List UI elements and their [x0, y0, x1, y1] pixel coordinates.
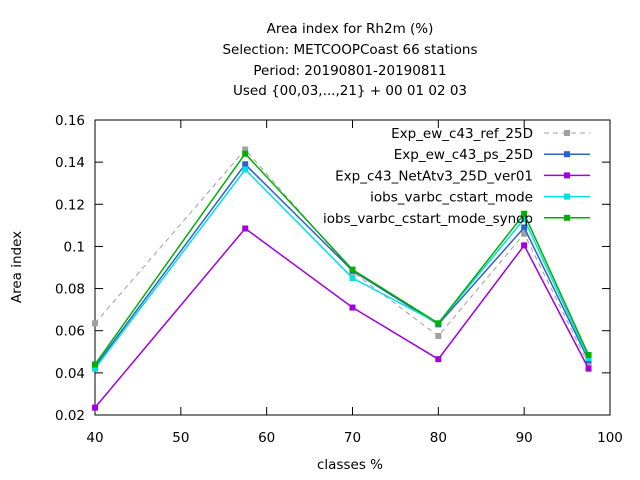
series-line: [94, 163, 590, 367]
series-line: [94, 152, 590, 365]
legend-swatch-marker: [564, 193, 570, 200]
title-line-4: Used {00,03,...,21} + 00 01 02 03: [233, 83, 467, 99]
legend-label: Exp_ew_c43_ref_25D: [391, 126, 533, 142]
data-point: [585, 361, 592, 368]
data-point: [242, 161, 249, 168]
legend-label: iobs_varbc_cstart_mode_synop: [323, 211, 533, 227]
data-point: [521, 242, 528, 249]
data-point: [349, 275, 356, 282]
x-tick-label: 80: [430, 430, 447, 446]
legend-item: Exp_ew_c43_ps_25D: [394, 147, 590, 163]
title-line-1: Area index for Rh2m (%): [267, 21, 434, 37]
data-point: [435, 332, 442, 339]
legend: Exp_ew_c43_ref_25D Exp_ew_c43_ps_25D Exp_c…: [323, 126, 590, 227]
data-point: [242, 150, 249, 157]
data-point: [521, 216, 528, 223]
legend-item: iobs_varbc_cstart_mode: [370, 190, 590, 206]
legend-swatch-marker: [564, 130, 570, 136]
data-point: [585, 351, 592, 358]
x-tick-label: 70: [344, 430, 361, 446]
title-line-3: Period: 20190801-20190811: [253, 63, 446, 79]
data-point: [242, 146, 249, 153]
y-axis-label: Area index: [9, 231, 25, 303]
data-point: [92, 361, 98, 368]
legend-label: iobs_varbc_cstart_mode: [370, 190, 533, 206]
legend-swatch-marker: [564, 214, 570, 221]
y-tick-label: 0.1: [64, 239, 85, 255]
x-tick-label: 40: [86, 430, 103, 446]
series-layer: [92, 146, 592, 411]
legend-item: Exp_c43_NetAtv3_25D_ver01: [335, 168, 590, 184]
series-line: [94, 168, 590, 370]
y-tick-label: 0.04: [55, 366, 85, 382]
x-tick-label: 50: [172, 430, 189, 446]
chart-title: Area index for Rh2m (%) Selection: METCO…: [222, 21, 477, 99]
y-tick-label: 0.08: [55, 282, 85, 298]
y-tick-label: 0.02: [55, 408, 85, 424]
data-point: [92, 320, 98, 327]
legend-item: Exp_ew_c43_ref_25D: [391, 126, 590, 142]
y-tick-label: 0.06: [55, 324, 85, 340]
legend-label: Exp_ew_c43_ps_25D: [394, 147, 533, 163]
y-tick-label: 0.16: [55, 113, 85, 129]
legend-swatch-marker: [564, 151, 570, 158]
data-point: [521, 224, 528, 231]
data-point: [521, 210, 528, 217]
data-point: [92, 365, 98, 372]
y-tick-label: 0.14: [55, 155, 85, 171]
y-tick-label: 0.12: [55, 197, 85, 213]
series-5: [92, 150, 592, 368]
series-3: [92, 225, 592, 411]
data-point: [585, 355, 592, 362]
data-point: [435, 356, 442, 363]
x-tick-label: 90: [516, 430, 533, 446]
series-line: [94, 227, 590, 409]
x-tick-label: 60: [258, 430, 275, 446]
data-point: [242, 225, 249, 232]
data-point: [521, 230, 528, 237]
legend-item: iobs_varbc_cstart_mode_synop: [323, 211, 590, 227]
axis-ticks: 0.02 0.04 0.06 0.08 0.1 0.12 0.14 0.16 40 50 60 70 8…: [55, 113, 623, 446]
data-point: [242, 166, 249, 173]
title-line-2: Selection: METCOOPCoast 66 stations: [222, 42, 477, 58]
series-line: [94, 148, 589, 365]
data-point: [585, 365, 592, 372]
data-point: [92, 404, 98, 411]
legend-swatch-marker: [564, 172, 570, 179]
data-point: [349, 304, 356, 311]
x-axis-label: classes %: [317, 457, 383, 473]
data-point: [435, 320, 442, 327]
data-point: [349, 266, 356, 273]
x-tick-label: 100: [597, 430, 623, 446]
legend-label: Exp_c43_NetAtv3_25D_ver01: [335, 168, 533, 184]
